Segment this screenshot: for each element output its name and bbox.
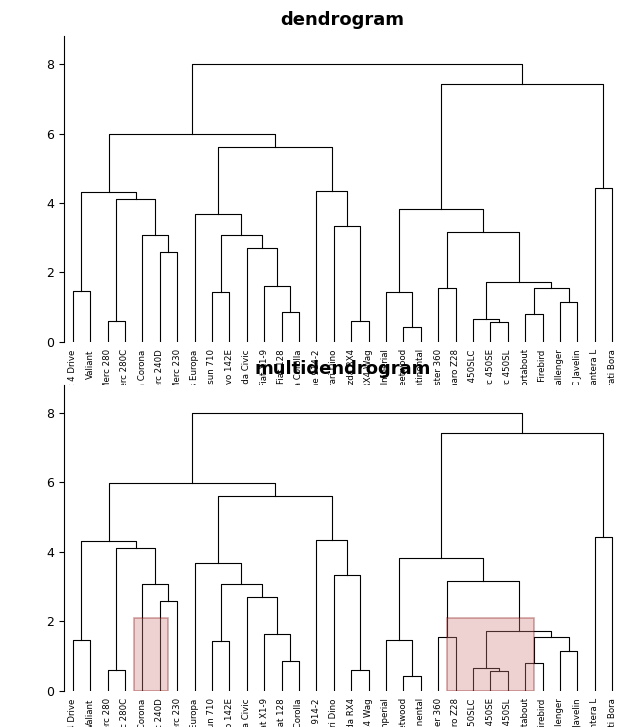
Title: dendrogram: dendrogram xyxy=(280,11,404,29)
FancyBboxPatch shape xyxy=(447,618,534,691)
Title: multidendrogram: multidendrogram xyxy=(254,360,431,378)
FancyBboxPatch shape xyxy=(134,618,168,691)
